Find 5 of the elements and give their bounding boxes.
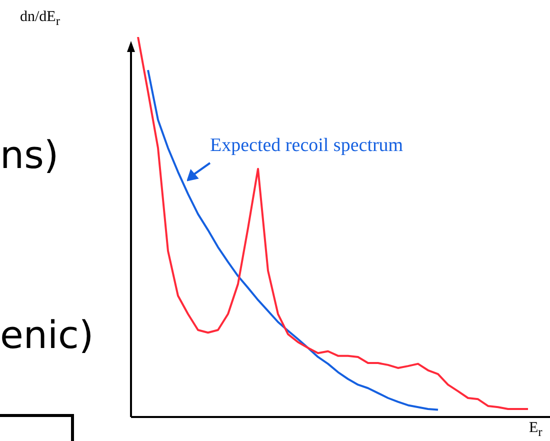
series-label: Expected recoil spectrum: [210, 135, 404, 156]
text: enic): [0, 313, 94, 357]
text: ns): [0, 133, 59, 177]
x-axis-title: E$_{r}$: [529, 420, 542, 439]
y-axis-title: dn/dE$_{r}$: [20, 9, 60, 28]
